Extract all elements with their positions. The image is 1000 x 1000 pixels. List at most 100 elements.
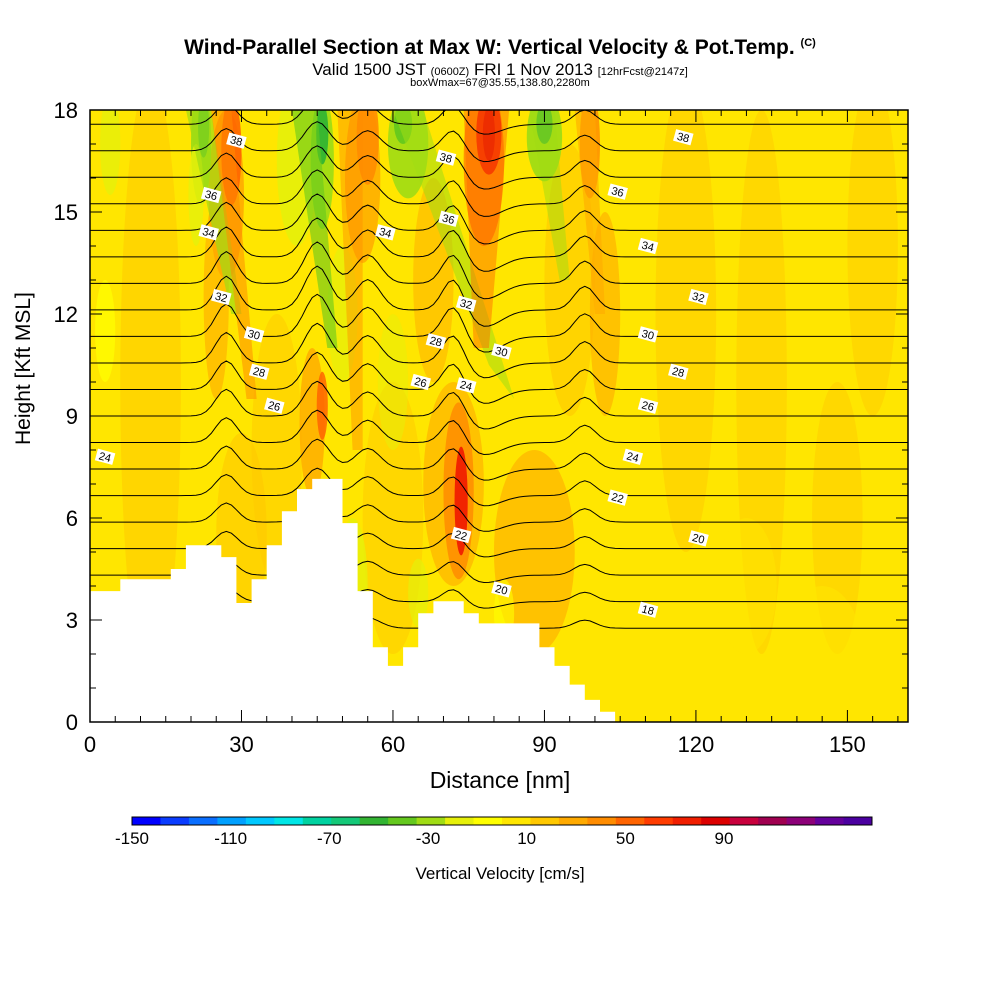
colorbar-swatch bbox=[815, 817, 845, 825]
contour-label-text: 20 bbox=[494, 583, 509, 598]
terrain-mask bbox=[90, 478, 616, 722]
chart-title: Wind-Parallel Section at Max W: Vertical… bbox=[0, 36, 1000, 60]
contour-label-box bbox=[375, 224, 396, 241]
contour-label-text: 24 bbox=[625, 450, 640, 465]
contour-label-box bbox=[243, 326, 265, 343]
colorbar-swatch bbox=[502, 817, 531, 825]
contour-label-text: 32 bbox=[214, 291, 229, 306]
velocity-band bbox=[291, 110, 338, 348]
contour-label-text: 34 bbox=[378, 226, 393, 241]
colorbar-tick-label: -110 bbox=[214, 829, 247, 848]
velocity-cell bbox=[736, 110, 787, 654]
contour-label-box bbox=[668, 363, 689, 380]
contour-label-box bbox=[637, 237, 659, 255]
contour-label: 32 bbox=[455, 295, 477, 312]
y-tick-label: 6 bbox=[66, 506, 78, 531]
theta-contour bbox=[90, 217, 908, 272]
colorbar-tick-label: -70 bbox=[317, 829, 342, 848]
contour-label: 26 bbox=[410, 373, 431, 391]
velocity-cell bbox=[100, 110, 121, 195]
contour-label-text: 32 bbox=[691, 291, 706, 306]
contour-label: 38 bbox=[226, 132, 247, 149]
colorbar: -150 -110 -70 -30 10 50 90 bbox=[115, 816, 873, 848]
contour-label-text: 36 bbox=[610, 185, 625, 200]
contour-label: 26 bbox=[264, 397, 285, 414]
contour-label-text: 22 bbox=[610, 491, 625, 506]
contour-label-text: 26 bbox=[267, 399, 282, 414]
contour-label: 28 bbox=[248, 363, 270, 380]
contour-label: 36 bbox=[200, 186, 222, 204]
theta-contour bbox=[90, 110, 908, 135]
contour-label: 34 bbox=[637, 237, 659, 255]
contour-label-text: 24 bbox=[458, 379, 473, 394]
x-tick-label: 120 bbox=[678, 732, 715, 757]
x-tick-label: 90 bbox=[532, 732, 556, 757]
colorbar-swatch bbox=[359, 817, 389, 825]
contour-label-box bbox=[435, 149, 457, 166]
contour-label-text: 28 bbox=[428, 335, 443, 350]
colorbar-swatch bbox=[160, 817, 190, 825]
velocity-cell bbox=[716, 518, 777, 654]
velocity-band bbox=[337, 110, 363, 450]
contour-label-text: 36 bbox=[203, 189, 218, 204]
box-wmax-info: boxWmax=67@35.55,138.80,2280m bbox=[410, 77, 590, 89]
colorbar-tick-label: 90 bbox=[715, 829, 734, 848]
theta-contour bbox=[90, 496, 908, 532]
valid-date: FRI 1 Nov 2013 bbox=[473, 60, 593, 79]
contour-label: 24 bbox=[622, 448, 644, 465]
colorbar-swatch bbox=[302, 817, 332, 825]
contour-label-box bbox=[637, 601, 659, 618]
x-axis-label: Distance [nm] bbox=[429, 767, 571, 793]
y-tick-label: 3 bbox=[66, 608, 78, 633]
velocity-band bbox=[185, 110, 242, 314]
contour-label-text: 26 bbox=[640, 399, 655, 414]
theta-contour bbox=[90, 322, 908, 379]
velocity-cell bbox=[781, 586, 863, 722]
contour-label-box bbox=[211, 288, 232, 306]
velocity-cell bbox=[362, 382, 424, 654]
colorbar-swatch bbox=[132, 817, 161, 825]
theta-contour bbox=[90, 74, 908, 107]
velocity-cell bbox=[812, 382, 863, 654]
contour-label-text: 38 bbox=[229, 134, 244, 149]
contour-label-text: 36 bbox=[441, 212, 456, 227]
contour-label: 28 bbox=[668, 363, 689, 380]
contour-label-box bbox=[438, 210, 459, 227]
contour-label-box bbox=[450, 526, 472, 544]
contour-label-text: 20 bbox=[691, 532, 706, 547]
contour-label: 32 bbox=[688, 288, 709, 306]
copyright-mark: (C) bbox=[800, 37, 816, 49]
contour-label-text: 18 bbox=[640, 603, 655, 618]
contour-label: 34 bbox=[375, 224, 396, 241]
colorbar-tick-label: 10 bbox=[517, 829, 536, 848]
contour-label: 18 bbox=[637, 601, 659, 618]
velocity-cell bbox=[408, 558, 429, 627]
contour-label-box bbox=[607, 183, 628, 200]
colorbar-swatch bbox=[530, 817, 560, 825]
contour-label-text: 30 bbox=[246, 328, 261, 343]
contour-label-text: 28 bbox=[671, 365, 686, 380]
contour-label-box bbox=[607, 489, 628, 506]
contour-label-box bbox=[425, 333, 447, 350]
theta-contour bbox=[90, 121, 908, 163]
contour-label: 20 bbox=[688, 530, 709, 547]
colorbar-swatch bbox=[672, 817, 702, 825]
contour-label-box bbox=[637, 397, 659, 414]
contour-labels: 38 36 34 32 30 28 26 24 38 36 34 32 30 28 26 24 22 20 38 36… bbox=[94, 129, 709, 618]
contour-label-text: 34 bbox=[640, 240, 655, 255]
colorbar-swatch bbox=[274, 817, 304, 825]
velocity-cell bbox=[356, 110, 379, 185]
contour-label-box bbox=[226, 132, 247, 149]
x-tick-label: 0 bbox=[84, 732, 96, 757]
contour-label-text: 26 bbox=[413, 376, 428, 391]
colorbar-swatch bbox=[587, 817, 617, 825]
colorbar-swatch bbox=[473, 817, 503, 825]
contour-label-box bbox=[455, 295, 477, 312]
velocity-cell bbox=[95, 280, 116, 382]
colorbar-swatch bbox=[416, 817, 446, 825]
contour-label: 30 bbox=[637, 326, 659, 343]
contour-label-box bbox=[688, 288, 709, 306]
contour-label-text: 22 bbox=[453, 529, 468, 544]
